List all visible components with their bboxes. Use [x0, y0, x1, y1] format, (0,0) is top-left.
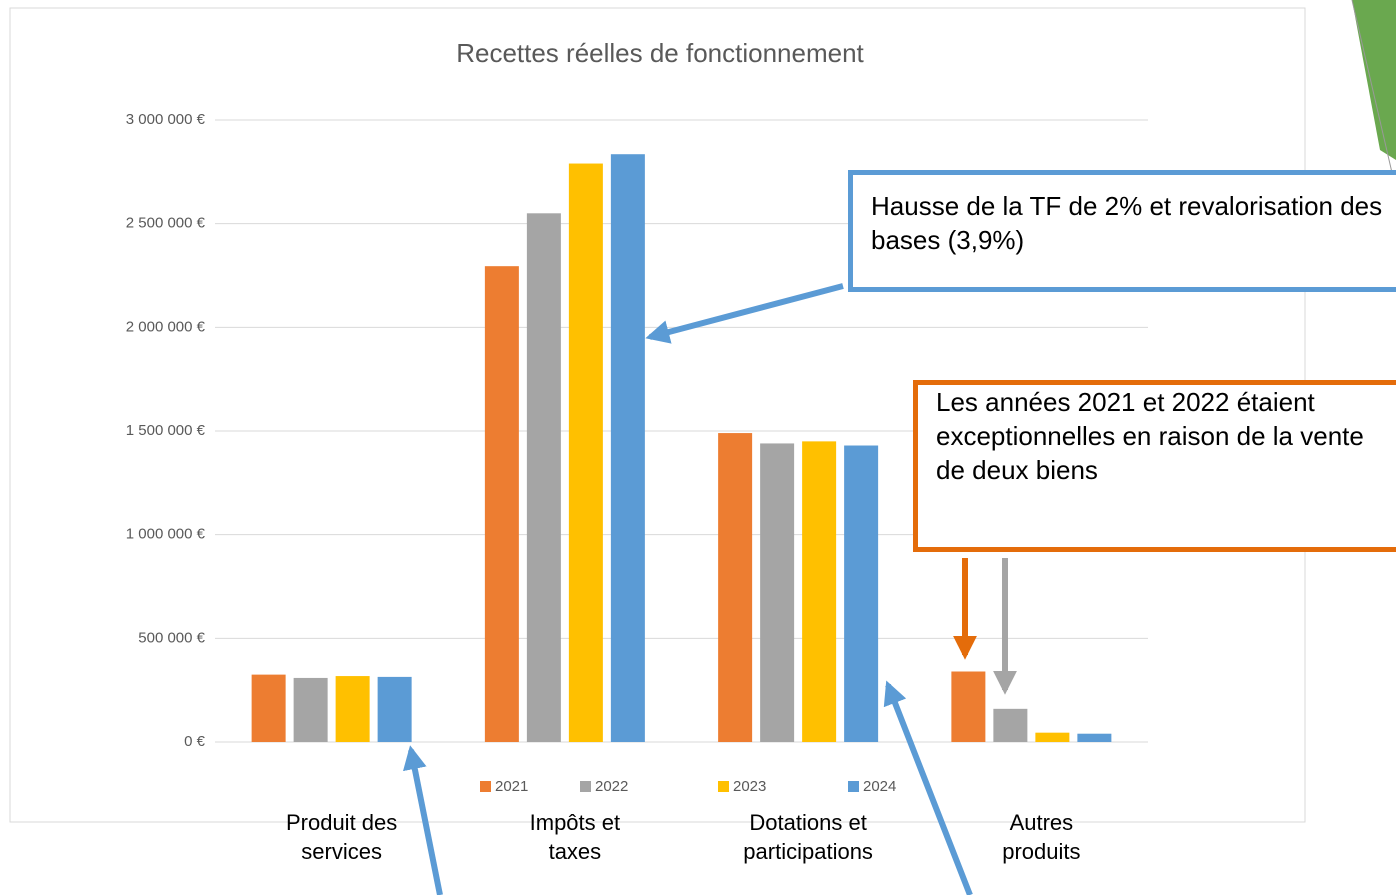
bar: [993, 708, 1028, 742]
y-tick-label: 2 500 000 €: [126, 215, 206, 232]
legend-label: 2022: [595, 778, 628, 795]
bar: [335, 676, 370, 742]
x-tick-label: Autres produits: [1002, 810, 1081, 864]
bar: [484, 266, 519, 742]
bar: [1035, 732, 1070, 742]
chart-title: Recettes réelles de fonctionnement: [456, 38, 864, 68]
bar: [760, 443, 795, 742]
decoration: [1352, 0, 1396, 160]
legend-label: 2021: [495, 778, 528, 795]
bar: [377, 676, 412, 742]
x-tick-label: Impôts et taxes: [529, 810, 621, 864]
legend-swatch: [580, 781, 591, 792]
annotation: Les années 2021 et 2022 étaient exceptio…: [913, 380, 1396, 552]
x-tick-label: Dotations et participations: [743, 810, 873, 864]
decoration-line: [1351, 0, 1396, 191]
arrow: [645, 283, 844, 344]
bar: [718, 433, 753, 742]
legend-swatch: [848, 781, 859, 792]
plot: 0 € 500 000 € 1 000 000 € 1 500 000 € 2 000 …: [126, 111, 1148, 795]
bar: [568, 163, 603, 743]
bar: [1077, 733, 1112, 742]
bar: [802, 441, 837, 742]
arrow: [402, 745, 443, 895]
y-tick-label: 1 000 000 €: [126, 526, 206, 543]
arrow: [883, 680, 973, 895]
bar: [610, 154, 645, 742]
bar: [951, 671, 986, 742]
y-tick-label: 3 000 000 €: [126, 111, 206, 128]
legend-swatch: [718, 781, 729, 792]
x-tick-label: Produit des services: [285, 810, 398, 864]
legend-swatch: [480, 781, 491, 792]
bar: [844, 445, 879, 742]
y-tick-label: 2 000 000 €: [126, 318, 206, 335]
y-tick-label: 500 000 €: [138, 629, 205, 646]
bar: [251, 674, 286, 742]
y-tick-label: 1 500 000 €: [126, 422, 206, 439]
bar: [293, 677, 328, 742]
legend-label: 2024: [863, 778, 896, 795]
legend-label: 2023: [733, 778, 766, 795]
annotation: Hausse de la TF de 2% et revalorisation …: [848, 170, 1396, 292]
y-tick-label: 0 €: [184, 733, 206, 750]
bar: [526, 213, 561, 743]
